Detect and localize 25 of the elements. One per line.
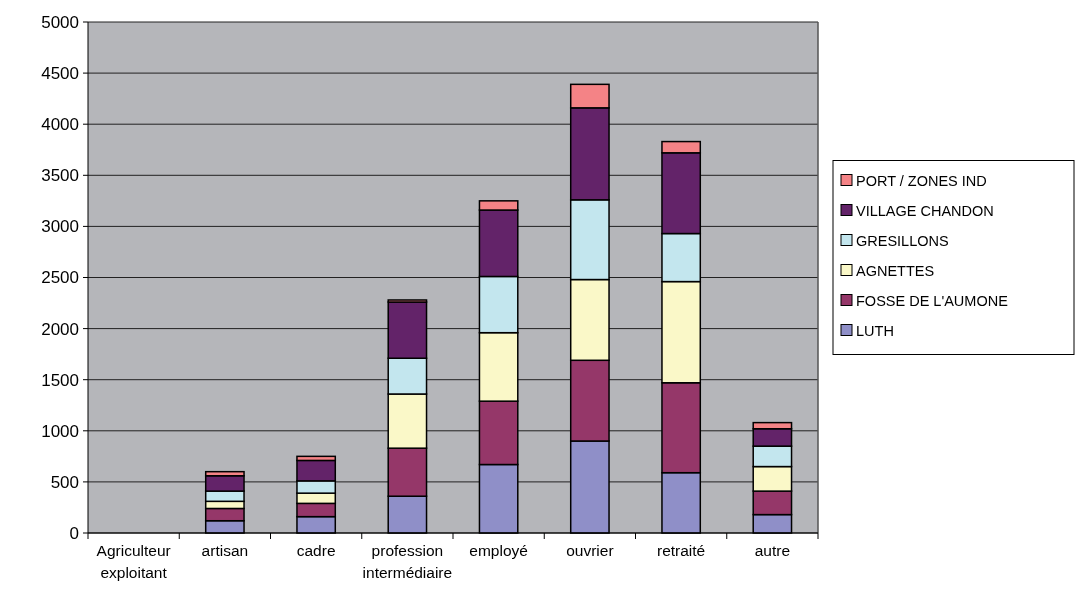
x-tick-label: employé [469, 542, 528, 559]
legend-label: PORT / ZONES IND [856, 172, 987, 189]
y-tick-label: 4500 [41, 64, 79, 84]
x-tick-label: profession intermédiaire [362, 542, 453, 581]
legend-label: AGNETTES [856, 262, 935, 279]
x-tick-label: ouvrier [566, 542, 614, 559]
y-tick-label: 4000 [41, 115, 79, 135]
y-tick-label: 2500 [41, 268, 79, 288]
y-tick-label: 500 [50, 472, 79, 492]
legend-label: LUTH [856, 322, 894, 339]
x-tick-label: cadre [296, 542, 336, 559]
y-tick-label: 1500 [41, 370, 79, 390]
y-tick-label: 3500 [41, 166, 79, 186]
x-tick-label: autre [754, 542, 791, 559]
y-tick-label: 1000 [41, 421, 79, 441]
x-tick-label: Agriculteur exploitant [96, 542, 171, 581]
legend-label: GRESILLONS [856, 232, 949, 249]
legend-label: FOSSE DE L'AUMONE [856, 292, 1009, 309]
y-tick-label: 2000 [41, 319, 79, 339]
x-tick-label: retraité [657, 542, 706, 559]
y-tick-label: 3000 [41, 217, 79, 237]
y-tick-label: 5000 [41, 12, 79, 32]
y-tick-label: 0 [69, 523, 79, 543]
legend-label: VILLAGE CHANDON [856, 202, 994, 219]
x-tick-label: artisan [201, 542, 249, 559]
